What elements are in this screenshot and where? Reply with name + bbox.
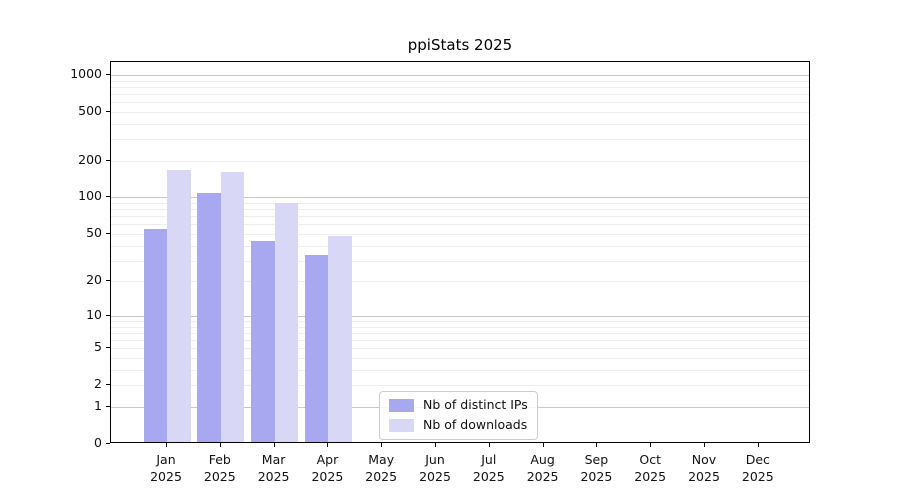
legend-item-distinct-ips: Nb of distinct IPs xyxy=(389,397,528,413)
y-tick-label: 20 xyxy=(86,272,102,288)
gridline-minor xyxy=(111,281,809,283)
gridline-minor xyxy=(111,203,809,205)
y-tick-label: 2 xyxy=(94,376,102,392)
bar-downloads-apr xyxy=(328,236,352,442)
gridline-minor xyxy=(111,102,809,104)
gridline-minor xyxy=(111,369,809,371)
legend-swatch-distinct-ips xyxy=(389,398,414,412)
gridline-minor xyxy=(111,86,809,88)
gridline-minor xyxy=(111,94,809,95)
x-tick-mark xyxy=(757,443,759,447)
gridline-minor xyxy=(111,358,809,360)
legend-label-downloads: Nb of downloads xyxy=(423,417,528,432)
x-tick-label: Sep 2025 xyxy=(580,452,613,484)
y-tick-mark xyxy=(106,159,110,161)
x-tick-label: Apr 2025 xyxy=(311,452,344,484)
plot-area xyxy=(110,61,810,443)
y-tick-label: 500 xyxy=(78,102,102,118)
y-tick-mark xyxy=(106,232,110,234)
bar-downloads-mar xyxy=(274,202,299,442)
x-tick-mark xyxy=(166,443,167,447)
gridline-minor xyxy=(111,332,809,334)
gridline-minor xyxy=(111,233,809,235)
gridline-minor xyxy=(111,209,809,211)
chart-title: ppiStats 2025 xyxy=(407,36,513,54)
x-tick-label: Jun 2025 xyxy=(419,452,451,484)
y-tick-label: 1000 xyxy=(70,65,102,81)
x-tick-label: Aug 2025 xyxy=(526,452,559,484)
gridline-minor xyxy=(111,260,809,262)
y-tick-mark xyxy=(106,73,110,75)
x-tick-label: May 2025 xyxy=(365,452,398,484)
y-tick-label: 100 xyxy=(78,188,102,204)
x-tick-mark xyxy=(219,443,221,447)
x-tick-mark xyxy=(596,443,598,447)
x-tick-mark xyxy=(381,443,383,447)
x-tick-mark xyxy=(650,443,652,447)
bar-distinct-ips-mar xyxy=(251,240,275,442)
y-tick-mark xyxy=(106,443,110,444)
y-tick-label: 200 xyxy=(78,151,102,167)
gridline-minor xyxy=(111,216,809,218)
bar-downloads-feb xyxy=(220,171,245,442)
x-tick-label: Feb 2025 xyxy=(203,452,236,484)
gridline-minor xyxy=(111,111,809,113)
gridline-minor xyxy=(111,326,809,328)
legend-label-distinct-ips: Nb of distinct IPs xyxy=(423,397,528,412)
gridline-minor xyxy=(111,80,809,82)
bar-downloads-jan xyxy=(167,169,191,442)
gridline-minor xyxy=(111,321,809,322)
gridline-minor xyxy=(111,340,809,342)
y-tick-label: 5 xyxy=(94,339,102,355)
gridline-minor xyxy=(111,348,809,350)
y-tick-mark xyxy=(106,314,110,316)
x-tick-mark xyxy=(704,443,705,447)
x-tick-mark xyxy=(327,443,329,447)
x-tick-mark xyxy=(542,443,544,447)
gridline-minor xyxy=(111,139,809,141)
y-tick-label: 10 xyxy=(86,306,102,322)
bar-distinct-ips-jan xyxy=(143,228,167,442)
gridline-minor xyxy=(111,245,809,247)
x-tick-mark xyxy=(273,443,275,447)
bar-distinct-ips-apr xyxy=(304,254,329,442)
x-tick-label: Jul 2025 xyxy=(472,452,505,484)
y-tick-label: 0 xyxy=(94,435,102,450)
x-tick-label: Dec 2025 xyxy=(741,452,774,484)
y-tick-mark xyxy=(106,196,110,198)
legend-swatch-downloads xyxy=(389,418,414,432)
x-tick-mark xyxy=(435,443,436,447)
y-tick-mark xyxy=(106,405,110,407)
gridline-minor xyxy=(111,160,809,162)
x-tick-label: Nov 2025 xyxy=(688,452,720,484)
gridline-major xyxy=(111,315,809,317)
y-tick-label: 1 xyxy=(94,397,102,413)
x-tick-label: Oct 2025 xyxy=(634,452,667,484)
y-tick-label: 50 xyxy=(86,224,102,240)
x-tick-label: Jan 2025 xyxy=(150,452,182,484)
x-tick-mark xyxy=(488,443,490,447)
gridline-minor xyxy=(111,123,809,125)
x-tick-label: Mar 2025 xyxy=(257,452,290,484)
y-tick-mark xyxy=(106,347,110,349)
gridline-major xyxy=(111,74,809,76)
y-tick-mark xyxy=(106,280,110,282)
y-tick-mark xyxy=(106,110,110,112)
gridline-minor xyxy=(111,385,809,387)
gridline-minor xyxy=(111,224,809,226)
legend-item-downloads: Nb of downloads xyxy=(389,417,528,433)
bar-distinct-ips-feb xyxy=(197,192,221,442)
y-tick-mark xyxy=(106,384,110,386)
legend: Nb of distinct IPs Nb of downloads xyxy=(379,391,538,440)
gridline-major xyxy=(111,197,809,199)
